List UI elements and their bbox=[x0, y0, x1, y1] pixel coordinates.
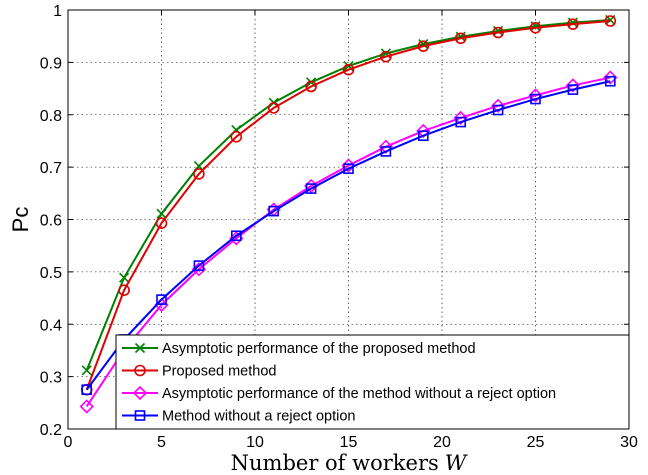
data-point-marker bbox=[417, 130, 429, 141]
legend-item: Asymptotic performance of the proposed m… bbox=[122, 341, 476, 357]
y-tick-label: 0.7 bbox=[40, 160, 62, 177]
legend-item: Method without a reject option bbox=[122, 409, 355, 425]
y-tick-label: 0.4 bbox=[40, 317, 62, 334]
x-tick-label: 20 bbox=[433, 434, 451, 451]
y-tick-label: 0.8 bbox=[40, 108, 62, 125]
data-point-marker bbox=[492, 104, 504, 116]
series-line bbox=[85, 76, 611, 408]
y-tick-label: 0.3 bbox=[40, 370, 62, 387]
data-point-marker bbox=[305, 183, 317, 194]
data-point-marker bbox=[118, 284, 130, 297]
legend-marker bbox=[132, 385, 148, 401]
data-point-marker bbox=[230, 130, 243, 143]
data-point-marker bbox=[378, 139, 394, 154]
data-point-marker bbox=[380, 146, 392, 157]
x-axis-title-variable: W bbox=[445, 451, 469, 475]
data-point-marker bbox=[604, 15, 617, 27]
legend-item: Proposed method bbox=[122, 364, 276, 380]
legend-label: Proposed method bbox=[162, 364, 276, 380]
data-point-marker bbox=[193, 260, 205, 271]
x-axis-title: Number of workers W bbox=[231, 451, 469, 475]
x-tick-label: 10 bbox=[246, 434, 264, 451]
data-point-marker bbox=[193, 168, 205, 180]
data-point-marker bbox=[343, 163, 354, 174]
data-point-marker bbox=[156, 294, 167, 305]
legend-item: Asymptotic performance of the method wit… bbox=[122, 385, 556, 402]
data-point-marker bbox=[529, 22, 542, 34]
data-point-marker bbox=[267, 102, 280, 114]
data-point-marker bbox=[604, 75, 616, 87]
legend-box bbox=[115, 334, 630, 430]
x-axis-title-text: Number of workers bbox=[231, 451, 439, 475]
data-point-marker bbox=[492, 26, 504, 39]
data-point-marker bbox=[305, 80, 317, 93]
series-line bbox=[85, 20, 611, 391]
y-tick-label: 1 bbox=[53, 3, 62, 20]
series-4 bbox=[81, 75, 616, 396]
x-tick-label: 0 bbox=[64, 434, 73, 451]
data-point-marker bbox=[565, 78, 581, 93]
data-point-marker bbox=[530, 93, 541, 105]
legend-label: Asymptotic performance of the method wit… bbox=[162, 386, 556, 402]
data-point-marker bbox=[567, 84, 579, 95]
data-point-marker bbox=[268, 205, 280, 217]
y-tick-label: 0.9 bbox=[40, 55, 62, 72]
data-point-marker bbox=[380, 50, 392, 63]
legend: Asymptotic performance of the proposed m… bbox=[115, 334, 630, 430]
data-point-marker bbox=[119, 272, 130, 283]
data-point-marker bbox=[342, 63, 355, 76]
data-point-marker bbox=[79, 399, 94, 414]
y-axis-title: Pc bbox=[8, 207, 33, 233]
data-point-marker bbox=[454, 32, 467, 45]
y-tick-label: 0.5 bbox=[40, 265, 62, 282]
data-point-marker bbox=[416, 123, 431, 139]
data-point-marker bbox=[81, 384, 92, 396]
series-2 bbox=[80, 15, 617, 396]
data-point-marker bbox=[453, 110, 468, 126]
data-point-marker bbox=[490, 98, 506, 113]
y-tick-label: 0.2 bbox=[40, 422, 62, 439]
data-point-marker bbox=[156, 208, 167, 219]
legend-label: Asymptotic performance of the proposed m… bbox=[162, 341, 476, 357]
data-point-marker bbox=[155, 217, 168, 229]
x-tick-label: 15 bbox=[340, 434, 358, 451]
axis-ticks: 0 5 10 15 20 25 30 0.2 0.3 0.4 0.5 0.6 0.7 0.8 0.9 1 bbox=[40, 3, 638, 451]
data-point-marker bbox=[603, 70, 618, 85]
x-tick-label: 30 bbox=[620, 434, 638, 451]
data-point-marker bbox=[567, 18, 579, 30]
legend-marker bbox=[134, 364, 146, 377]
data-point-marker bbox=[455, 116, 467, 128]
x-tick-label: 25 bbox=[527, 434, 545, 451]
x-tick-label: 5 bbox=[157, 434, 166, 451]
data-point-marker bbox=[417, 40, 430, 52]
legend-label: Method without a reject option bbox=[162, 409, 355, 425]
data-point-marker bbox=[81, 365, 92, 376]
data-series bbox=[79, 14, 618, 414]
legend-marker bbox=[134, 342, 146, 354]
series-line bbox=[85, 80, 611, 391]
legend-marker bbox=[134, 410, 146, 421]
data-point-marker bbox=[528, 88, 543, 103]
y-tick-label: 0.6 bbox=[40, 213, 62, 230]
data-point-marker bbox=[231, 230, 242, 242]
